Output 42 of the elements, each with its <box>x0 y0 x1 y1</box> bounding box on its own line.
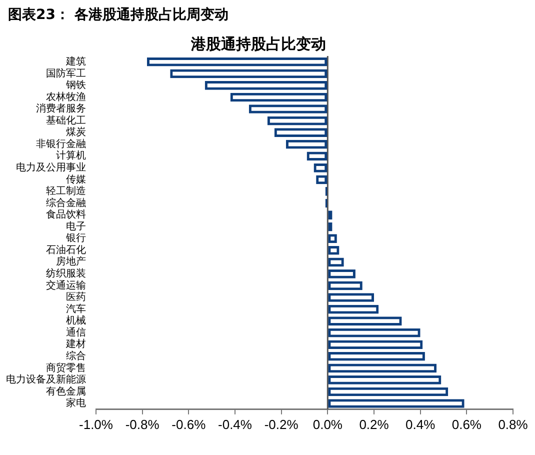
x-tick-label: 0.8% <box>498 416 528 432</box>
y-tick-label: 通信 <box>66 326 86 338</box>
text: 图表23： 各港股通持股占比周变动 <box>7 6 230 25</box>
y-tick-label: 机械 <box>66 314 86 327</box>
y-tick-label: 煤炭 <box>66 126 86 138</box>
chart-title: 港股通持股占比变动 <box>190 34 326 53</box>
y-tick-label: 基础化工 <box>46 114 86 126</box>
y-tick-label: 汽车 <box>66 302 86 315</box>
x-tick-label: 0.4% <box>406 416 436 432</box>
x-tick-label: -0.2% <box>264 416 299 432</box>
y-tick-label: 电力设备及新能源 <box>6 374 86 386</box>
y-tick-label: 有色金属 <box>46 385 86 398</box>
y-tick-label: 食品饮料 <box>46 208 86 221</box>
y-tick-label: 房地产 <box>56 256 86 268</box>
x-tick-label: -0.4% <box>218 416 252 432</box>
y-tick-label: 综合金融 <box>46 196 86 209</box>
y-tick-label: 建筑 <box>65 55 86 68</box>
y-tick-label: 石油石化 <box>46 244 86 256</box>
y-tick-label: 建材 <box>65 338 86 350</box>
y-tick-label: 医药 <box>66 291 86 304</box>
x-tick-label: 0.2% <box>359 416 390 432</box>
y-tick-label: 农林牧渔 <box>46 90 86 103</box>
x-tick-label: -0.8% <box>125 416 160 432</box>
y-tick-label: 交通运输 <box>46 279 86 292</box>
x-tick-label: -0.6% <box>172 416 206 432</box>
y-tick-label: 钢铁 <box>65 79 86 92</box>
x-tick-label: 0.6% <box>452 416 482 432</box>
y-tick-label: 纺织服装 <box>46 268 86 280</box>
y-tick-label: 国防军工 <box>46 67 86 80</box>
y-tick-label: 家电 <box>66 397 86 410</box>
x-tick-label: -1.0% <box>79 416 114 432</box>
y-tick-label: 消费者服务 <box>36 102 86 115</box>
y-tick-label: 银行 <box>65 233 86 244</box>
x-tick-label: 0.0% <box>312 416 343 432</box>
y-tick-label: 商贸零售 <box>46 362 86 374</box>
y-tick-label: 计算机 <box>56 150 86 162</box>
y-tick-label: 电子 <box>66 220 86 232</box>
y-tick-label: 电力及公用事业 <box>16 162 86 174</box>
y-tick-label: 非银行金融 <box>36 138 86 150</box>
y-tick-label: 轻工制造 <box>46 185 86 198</box>
y-tick-label: 综合 <box>66 350 86 362</box>
y-tick-label: 传媒 <box>66 174 86 186</box>
